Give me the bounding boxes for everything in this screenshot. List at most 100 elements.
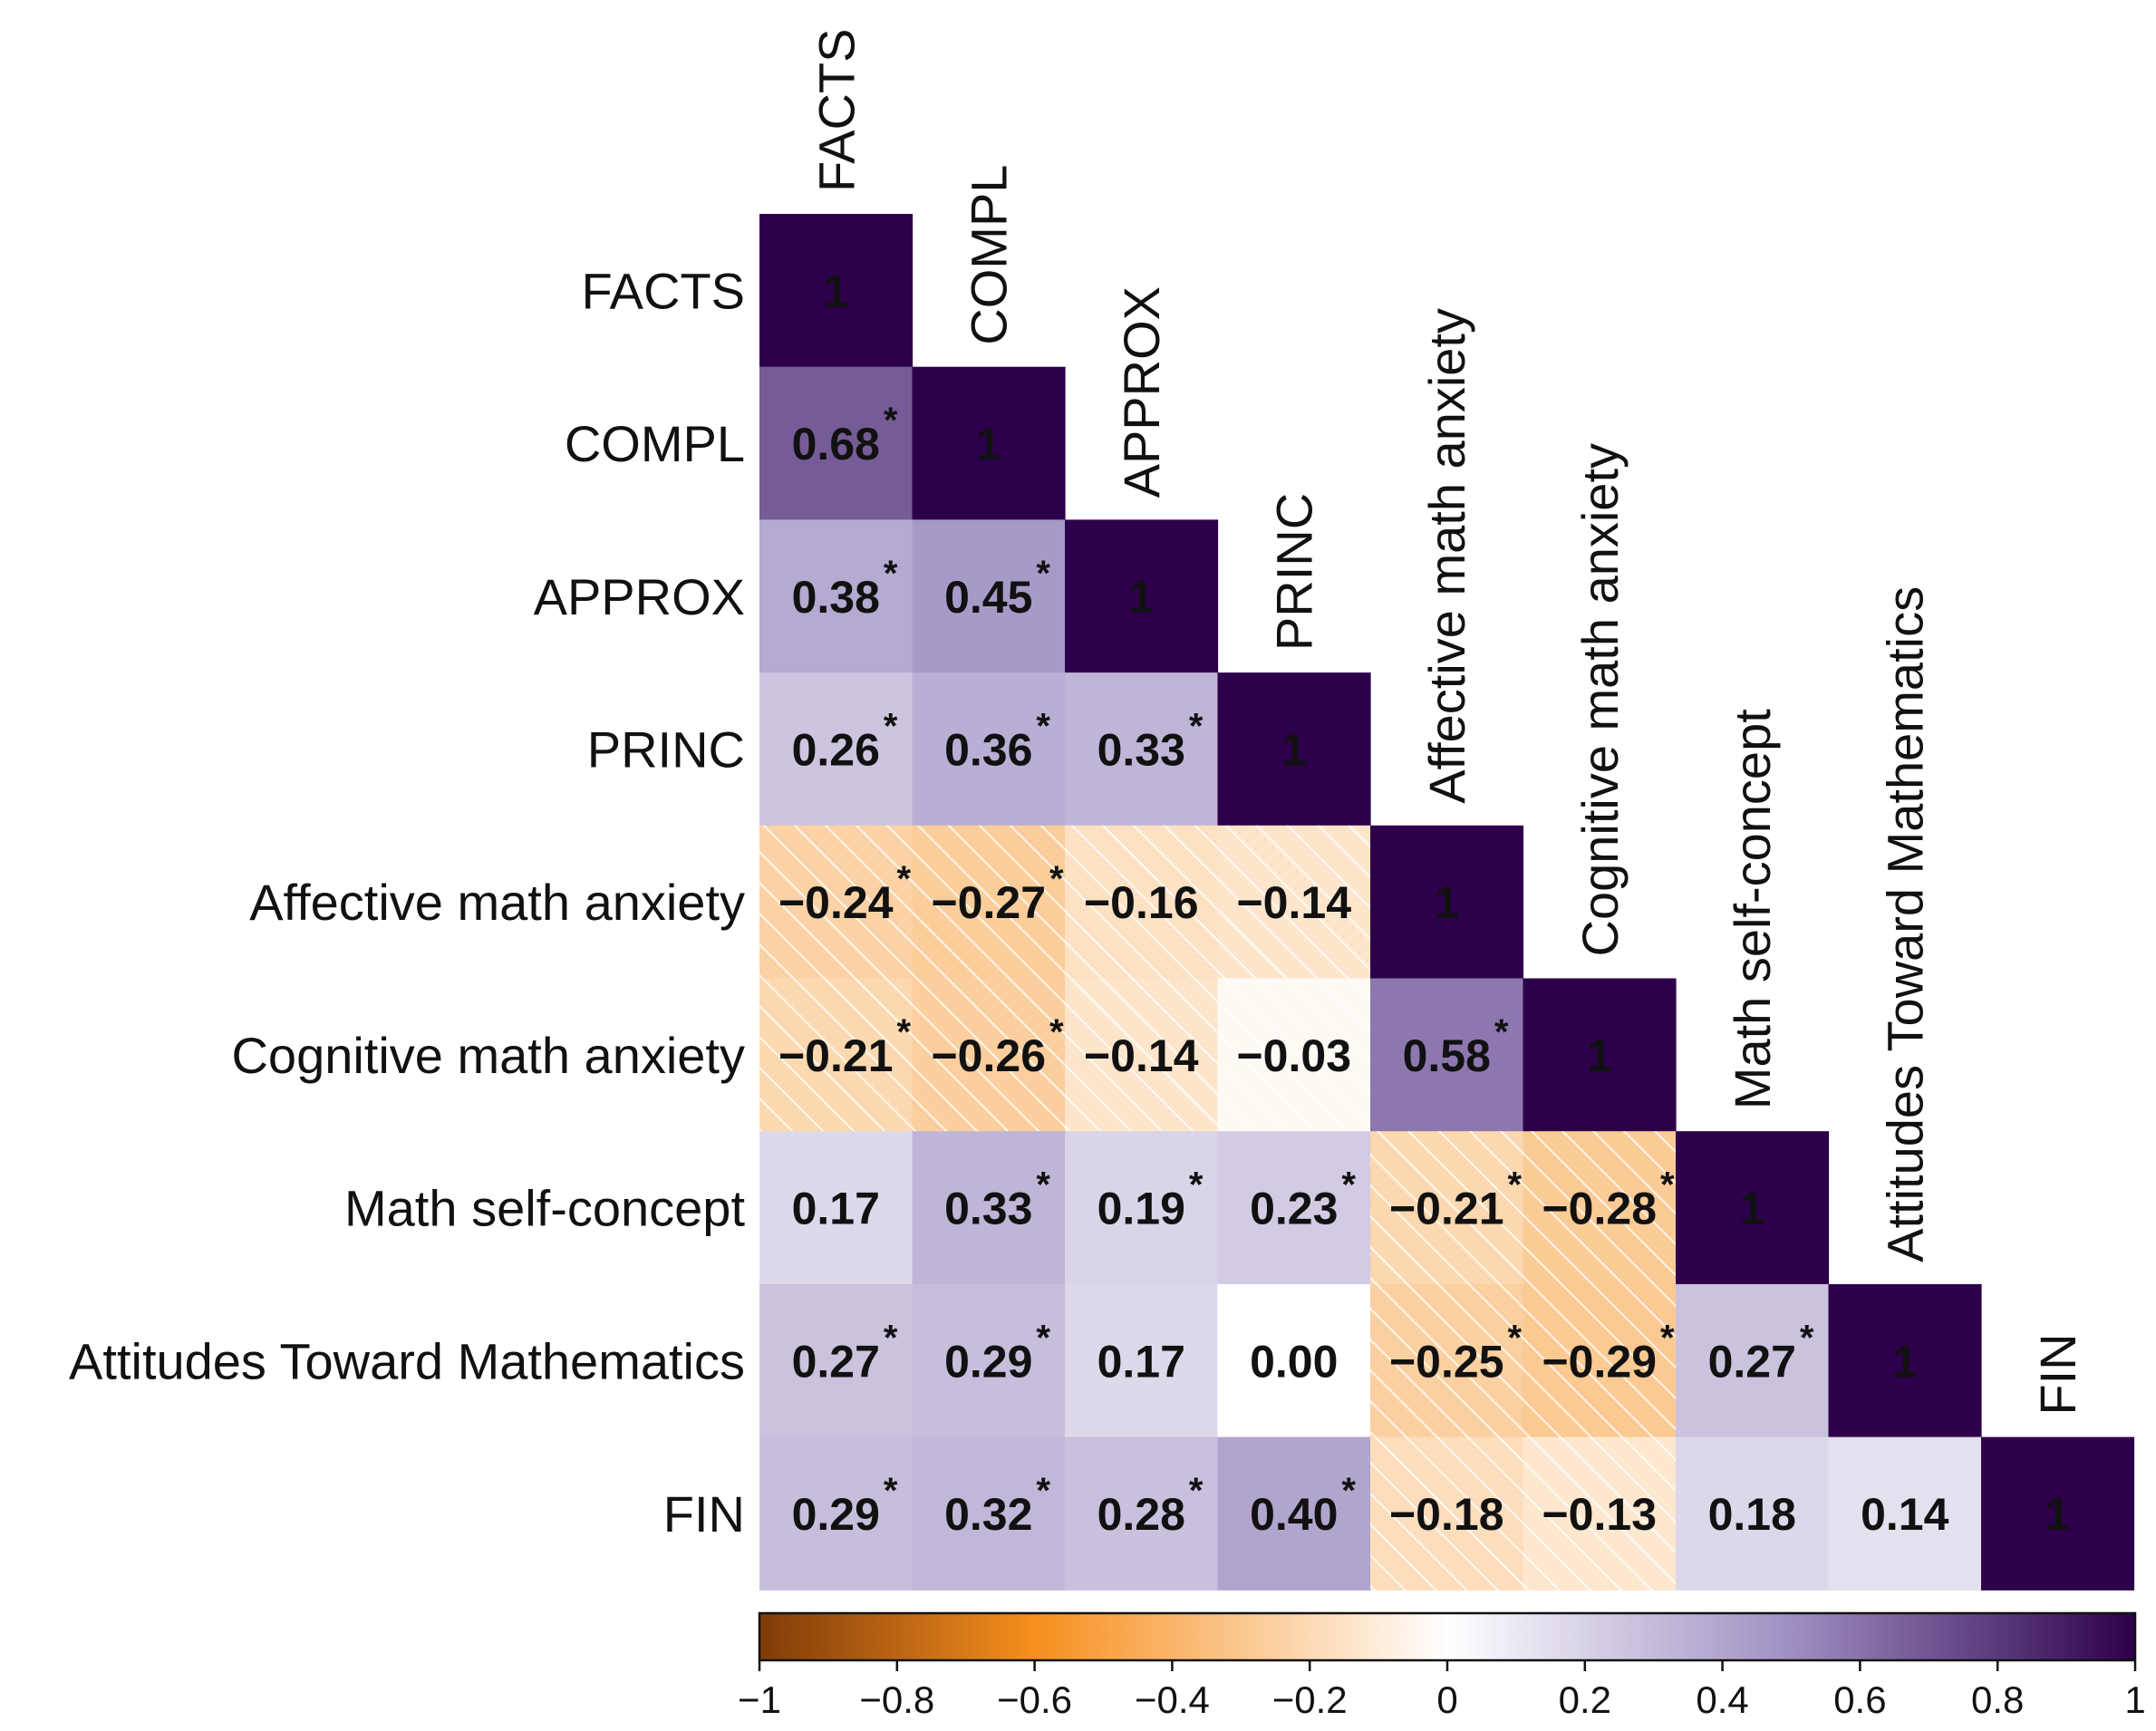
heatmap-cell: −0.14 <box>1217 825 1371 980</box>
heatmap-cell: 1 <box>1828 1283 1982 1438</box>
heatmap-cell: 0.26 * <box>759 672 914 827</box>
cell-value: −0.25 <box>1389 1336 1504 1387</box>
heatmap-cell: −0.24 * <box>759 825 914 980</box>
cell-value: 0.29 <box>792 1489 880 1540</box>
cell-value: 0.26 <box>792 724 880 775</box>
cell-value: −0.27 <box>931 877 1046 928</box>
cell-hatch <box>759 825 914 980</box>
significance-marker: * <box>1189 1471 1204 1511</box>
cell-fill <box>1523 978 1677 1132</box>
cell-fill <box>1676 1436 1830 1591</box>
heatmap-cell: −0.28 * <box>1523 1131 1677 1285</box>
cell-value: −0.28 <box>1542 1184 1657 1234</box>
cell-hatch <box>1217 825 1371 980</box>
cell-fill <box>1217 1436 1371 1591</box>
cell-fill <box>1676 1131 1830 1285</box>
cell-hatch <box>1523 1283 1677 1438</box>
row-label: FIN <box>663 1485 745 1542</box>
heatmap-cell: 0.00 <box>1217 1283 1371 1438</box>
cell-fill <box>759 672 914 827</box>
heatmap-cell: 0.68 * <box>759 366 914 520</box>
cell-hatch <box>1217 978 1371 1132</box>
heatmap-cell: 0.27 * <box>759 1283 914 1438</box>
heatmap-cell: 0.45 * <box>912 519 1066 673</box>
significance-marker: * <box>1660 1165 1675 1205</box>
heatmap-cell: 0.33 * <box>1065 672 1219 827</box>
heatmap-cell: 1 <box>1981 1436 2135 1591</box>
significance-marker: * <box>1036 706 1050 746</box>
heatmap-cell: 0.40 * <box>1217 1436 1371 1591</box>
heatmap-cell: 1 <box>1676 1131 1830 1285</box>
heatmap-cell: −0.21 * <box>759 978 914 1132</box>
row-label: Cognitive math anxiety <box>231 1027 745 1084</box>
colorbar-tick-label: 0.2 <box>1559 1678 1611 1721</box>
cell-value: −0.21 <box>1389 1184 1504 1234</box>
row-label: Attitudes Toward Mathematics <box>69 1332 745 1389</box>
cell-hatch <box>1065 825 1219 980</box>
cell-fill <box>912 1436 1066 1591</box>
heatmap-cell: 0.19 * <box>1065 1131 1219 1285</box>
row-label: Affective math anxiety <box>249 874 745 931</box>
cell-hatch <box>1065 978 1219 1132</box>
cell-value: 0.28 <box>1097 1489 1185 1540</box>
significance-marker: * <box>1189 1165 1204 1205</box>
cell-value: −0.24 <box>778 877 894 928</box>
cell-value: 1 <box>1739 1184 1764 1234</box>
colorbar-tick-label: 0.8 <box>1971 1678 2024 1721</box>
cell-value: −0.14 <box>1084 1030 1199 1081</box>
cell-value: 0.27 <box>792 1336 880 1387</box>
heatmap-cell: 1 <box>912 366 1066 520</box>
heatmap-cell: 0.29 * <box>759 1436 914 1591</box>
colorbar-tick-label: −0.8 <box>859 1678 934 1721</box>
significance-marker: * <box>897 859 912 899</box>
significance-marker: * <box>1508 1165 1523 1205</box>
cell-value: 0.36 <box>944 724 1032 775</box>
cell-fill <box>1217 1283 1371 1438</box>
cell-value: −0.18 <box>1389 1489 1504 1540</box>
heatmap-cells: 10.68 * 10.38 * 0.45 * 10.26 * 0.36 * 0.33 * 1−0.24 *… <box>759 214 2135 1591</box>
cell-value: 1 <box>1892 1336 1918 1387</box>
colorbar-tick-label: 1 <box>2124 1678 2145 1721</box>
column-label: Math self-concept <box>1724 709 1781 1109</box>
column-label: APPROX <box>1113 286 1170 498</box>
significance-marker: * <box>884 554 898 594</box>
cell-value: 0.32 <box>944 1489 1032 1540</box>
cell-fill <box>1065 1131 1219 1285</box>
significance-marker: * <box>1660 1318 1675 1358</box>
heatmap-cell: −0.25 * <box>1370 1283 1524 1438</box>
cell-hatch <box>759 978 914 1132</box>
cell-value: 0.23 <box>1250 1184 1338 1234</box>
heatmap-cell: −0.03 <box>1217 978 1371 1132</box>
row-label: Math self-concept <box>344 1180 745 1237</box>
significance-marker: * <box>1341 1471 1356 1511</box>
row-label: APPROX <box>534 568 745 625</box>
cell-fill <box>912 519 1066 673</box>
heatmap-cell: −0.27 * <box>912 825 1066 980</box>
heatmap-cell: 0.38 * <box>759 519 914 673</box>
heatmap-cell: −0.13 <box>1523 1436 1677 1591</box>
cell-value: −0.29 <box>1542 1336 1657 1387</box>
cell-value: 0.14 <box>1861 1489 1949 1540</box>
cell-fill <box>759 214 914 368</box>
cell-fill <box>1676 1283 1830 1438</box>
cell-fill <box>1217 672 1371 827</box>
cell-value: 1 <box>976 419 1001 469</box>
cell-fill <box>1065 672 1219 827</box>
significance-marker: * <box>1036 554 1050 594</box>
column-label: Affective math anxiety <box>1418 308 1475 804</box>
colorbar-tick-label: −0.4 <box>1135 1678 1210 1721</box>
heatmap-cell: −0.29 * <box>1523 1283 1677 1438</box>
heatmap-cell: −0.21 * <box>1370 1131 1524 1285</box>
cell-value: 0.17 <box>792 1184 880 1234</box>
column-label: PRINC <box>1266 493 1323 651</box>
cell-value: 0.18 <box>1708 1489 1796 1540</box>
cell-hatch <box>912 978 1066 1132</box>
heatmap-cell: 1 <box>1523 978 1677 1132</box>
heatmap-cell: 0.27 * <box>1676 1283 1830 1438</box>
cell-value: −0.26 <box>931 1030 1046 1081</box>
heatmap-cell: 1 <box>1065 519 1219 673</box>
colorbar-bar <box>758 1611 2137 1662</box>
significance-marker: * <box>1049 1012 1064 1052</box>
cell-fill <box>759 1131 914 1285</box>
significance-marker: * <box>1049 859 1064 899</box>
